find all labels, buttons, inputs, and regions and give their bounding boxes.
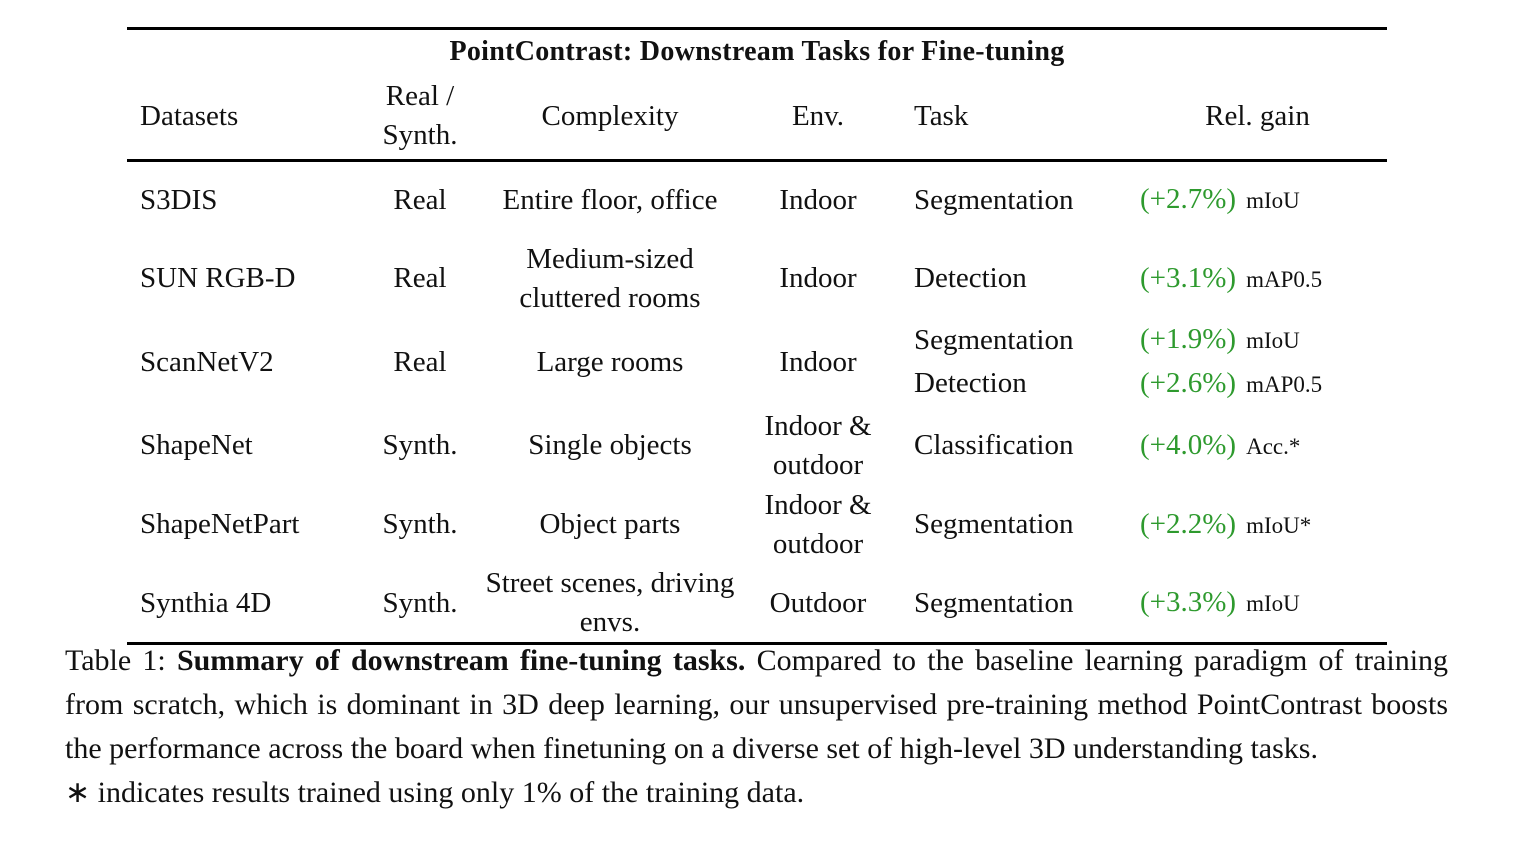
gain-line: (+3.3%) mIoU (1140, 581, 1387, 625)
gain-metric: mIoU (1246, 188, 1300, 214)
table-row: Synthia 4D Synth. Street scenes, driving e… (127, 564, 1387, 644)
real-synth-cell: Real (393, 345, 447, 378)
task-cell: Segmentation (898, 160, 1128, 239)
complexity-cell: Medium-sized cluttered rooms (519, 242, 701, 314)
gain-cell: (+3.1%) mAP0.5 (1128, 239, 1387, 318)
real-synth-cell: Real (393, 183, 447, 216)
header-cell: Complexity (541, 99, 679, 132)
task-name: Detection (914, 262, 1027, 294)
table-row: SUN RGB-D Real Medium-sized cluttered room… (127, 239, 1387, 318)
real-synth-cell: Synth. (382, 586, 458, 619)
dataset-cell: Synthia 4D (140, 586, 272, 619)
complexity-cell: Object parts (539, 508, 681, 540)
gain-metric: mAP0.5 (1246, 372, 1323, 397)
gain-cell: (+2.7%) mIoU (1128, 160, 1387, 239)
gain-cell: (+1.9%) mIoU (+2.6%) mAP0.5 (1128, 318, 1387, 406)
gain-value: (+4.0%) (1140, 428, 1237, 461)
table-row: ShapeNetPart Synth. Object parts Indoor & o… (127, 485, 1387, 564)
gain-line: (+2.2%) mIoU* (1140, 503, 1387, 547)
gain-cell: (+3.3%) mIoU (1128, 564, 1387, 644)
caption-text: Compared to the baseline learning paradi… (65, 644, 1449, 765)
gain-metric: mAP0.5 (1246, 266, 1323, 292)
caption-paragraph: Table 1: Summary of downstream fine-tuni… (65, 639, 1448, 771)
summary-table: PointContrast: Downstream Tasks for Fine… (127, 27, 1387, 645)
dataset-cell: SUN RGB-D (140, 262, 296, 294)
table-caption: Table 1: Summary of downstream fine-tuni… (65, 639, 1448, 815)
gain-value: (+3.3%) (1140, 586, 1237, 618)
task-name: Segmentation (914, 586, 1074, 619)
task-name: Classification (914, 429, 1074, 461)
gain-metric: mIoU (1246, 591, 1300, 616)
table-title: PointContrast: Downstream Tasks for Fine… (127, 27, 1387, 74)
real-synth-cell: Synth. (382, 508, 458, 540)
gain-metric: mIoU (1246, 328, 1300, 353)
gain-cell: (+2.2%) mIoU* (1128, 485, 1387, 564)
gain-value: (+2.6%) (1140, 367, 1237, 399)
header-row: Datasets Real / Synth. Complexity Env. T… (127, 74, 1387, 160)
task-cell: Segmentation (898, 485, 1128, 564)
gain-value: (+3.1%) (1140, 261, 1237, 294)
task-cell: Detection (898, 239, 1128, 318)
table-header: Datasets Real / Synth. Complexity Env. T… (127, 74, 1387, 160)
caption-label: Table 1: (65, 644, 166, 677)
dataset-cell: ShapeNet (140, 429, 253, 461)
dataset-cell: ShapeNetPart (140, 508, 300, 540)
gain-value: (+2.7%) (1140, 183, 1237, 216)
task-cell: Segmentation (898, 564, 1128, 644)
header-cell: Real / Synth. (382, 80, 458, 152)
env-cell: Indoor (779, 262, 857, 294)
dataset-cell: S3DIS (140, 183, 218, 216)
env-cell: Outdoor (769, 586, 867, 619)
task-name: Segmentation (914, 183, 1074, 216)
header-cell: Rel. gain (1205, 99, 1310, 132)
env-cell: Indoor & outdoor (764, 488, 872, 560)
env-cell: Indoor & outdoor (764, 409, 872, 481)
task-name: Segmentation (914, 324, 1074, 356)
header-cell: Datasets (140, 99, 239, 132)
real-synth-cell: Real (393, 262, 447, 294)
task-cell: Segmentation Detection (898, 318, 1128, 406)
dataset-cell: ScanNetV2 (140, 345, 274, 378)
gain-metric: mIoU* (1246, 512, 1312, 538)
header-cell: Env. (791, 99, 845, 132)
table-row: S3DIS Real Entire floor, office Indoor Segme… (127, 160, 1387, 239)
complexity-cell: Entire floor, office (502, 183, 718, 216)
caption-bold: Summary of downstream fine-tuning tasks. (176, 644, 746, 677)
task-cell: Classification (898, 406, 1128, 485)
gain-metric: Acc.* (1246, 433, 1301, 459)
table-row: ShapeNet Synth. Single objects Indoor & out… (127, 406, 1387, 485)
env-cell: Indoor (779, 345, 857, 378)
complexity-cell: Large rooms (536, 345, 684, 378)
gain-value: (+2.2%) (1140, 507, 1237, 540)
real-synth-cell: Synth. (382, 429, 458, 461)
table-row: ScanNetV2 Real Large rooms Indoor Segmentati… (127, 318, 1387, 406)
gain-line: (+4.0%) Acc.* (1140, 424, 1387, 468)
task-name: Segmentation (914, 508, 1074, 540)
gain-cell: (+4.0%) Acc.* (1128, 406, 1387, 485)
gain-value: (+1.9%) (1140, 323, 1237, 355)
task-name: Detection (914, 367, 1027, 399)
complexity-cell: Street scenes, driving envs. (485, 567, 735, 638)
caption-note: ∗ indicates results trained using only 1… (65, 776, 805, 809)
header-cell: Task (914, 99, 969, 132)
gain-line: (+2.7%) mIoU (1140, 178, 1387, 222)
env-cell: Indoor (779, 183, 857, 216)
gain-line: (+1.9%) mIoU (1140, 318, 1387, 362)
table-body: S3DIS Real Entire floor, office Indoor Segme… (127, 160, 1387, 644)
complexity-cell: Single objects (528, 429, 692, 461)
gain-line: (+2.6%) mAP0.5 (1140, 362, 1387, 406)
gain-line: (+3.1%) mAP0.5 (1140, 257, 1387, 301)
